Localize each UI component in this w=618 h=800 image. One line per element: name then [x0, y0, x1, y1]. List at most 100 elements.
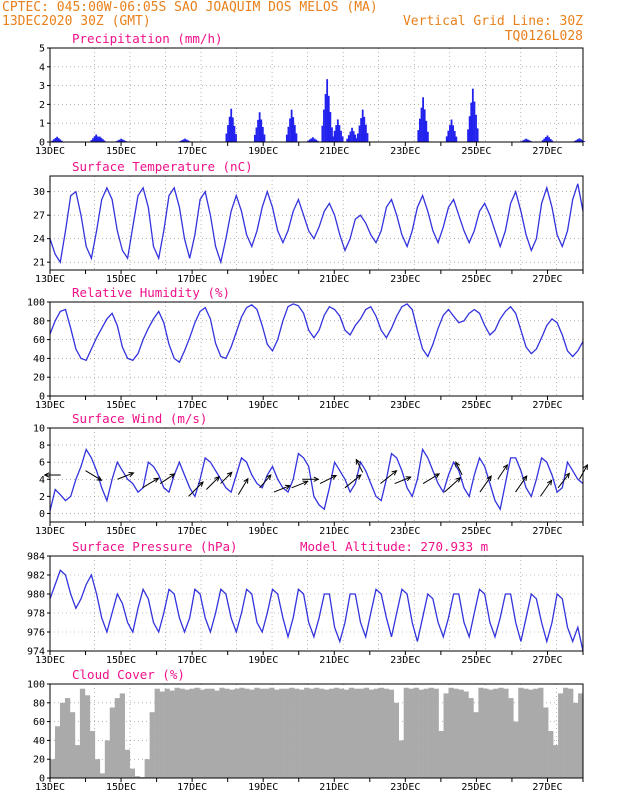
precip-bar — [425, 120, 428, 142]
cloud-bar — [383, 688, 390, 778]
cloud-bar — [338, 688, 345, 778]
panel-title: Surface Wind (m/s) — [72, 411, 207, 426]
precip-bar — [94, 140, 96, 142]
x-tick-label: 25DEC — [461, 274, 491, 285]
precip-bar — [358, 125, 361, 142]
cloud-bar — [363, 687, 370, 778]
panel-frame — [49, 301, 584, 397]
precip-bar — [332, 136, 334, 142]
y-tick-label: 21 — [33, 258, 45, 269]
cloud-bar — [503, 688, 509, 778]
x-tick-label: 15DEC — [106, 655, 136, 666]
cloud-bar — [558, 693, 564, 778]
wind-arrow-head — [486, 475, 492, 482]
cloud-bar — [164, 688, 170, 778]
cloud-bar — [299, 689, 305, 778]
cloud-bar — [54, 726, 61, 778]
precip-bar — [449, 125, 451, 142]
cloud-bar — [493, 688, 499, 778]
cloud-bar — [368, 689, 375, 778]
cloud-bar — [358, 688, 365, 778]
x-tick-label: 23DEC — [390, 526, 420, 537]
panel-title: Precipitation (mm/h) — [72, 31, 223, 46]
cloud-bar — [548, 731, 554, 778]
x-tick-label: 15DEC — [106, 782, 136, 793]
y-tick-label: 974 — [27, 647, 45, 658]
precip-bar — [356, 133, 359, 142]
precip-bar — [312, 137, 314, 142]
precip-bar — [455, 136, 458, 142]
x-tick-label: 19DEC — [248, 655, 278, 666]
cloud-bar — [89, 731, 96, 778]
precip-bar — [583, 141, 586, 142]
precip-bar — [338, 125, 341, 142]
cloud-bar — [119, 693, 126, 778]
precip-bar — [327, 95, 330, 142]
cloud-bar — [323, 689, 330, 778]
precip-bar — [467, 129, 469, 142]
cloud-bar — [129, 768, 135, 778]
x-tick-label: 13DEC — [35, 655, 65, 666]
cloud-bar — [333, 687, 340, 778]
panel-frame — [49, 683, 584, 779]
wind-arrow — [237, 478, 249, 495]
precip-bar — [233, 125, 236, 142]
precip-bar — [426, 131, 429, 142]
x-tick-label: 19DEC — [248, 526, 278, 537]
y-tick-label: 27 — [33, 211, 45, 222]
x-tick-label: 27DEC — [532, 526, 562, 537]
cloud-bar — [578, 693, 584, 778]
cloud-bar — [114, 698, 121, 778]
precip-bar — [546, 135, 549, 142]
cloud-bar — [214, 690, 220, 778]
header-grid-note: Vertical Grid Line: 30Z — [403, 14, 583, 29]
y-tick-label: 980 — [27, 590, 45, 601]
precip-bar — [422, 97, 424, 142]
precip-bar — [292, 117, 295, 142]
cloud-bar — [134, 776, 140, 778]
x-tick-label: 15DEC — [106, 274, 136, 285]
cloud-bar — [249, 689, 255, 778]
x-tick-label: 21DEC — [319, 146, 349, 157]
cloud-bar — [343, 689, 350, 778]
cloud-bar — [169, 690, 175, 778]
cloud-bar — [378, 687, 385, 778]
panel-5: 974 976 978 980 982 984 13DEC 15DEC 17DEC 19DEC 21… — [27, 539, 584, 666]
cloud-bar — [478, 687, 484, 778]
precip-bar — [313, 138, 316, 142]
wind-arrow — [479, 475, 492, 493]
cloud-bar — [393, 702, 399, 778]
x-tick-label: 19DEC — [248, 274, 278, 285]
precip-bar — [235, 134, 237, 142]
series-line — [49, 303, 584, 364]
y-tick-label: 3 — [39, 81, 45, 92]
cloud-bar — [528, 689, 534, 778]
wind-arrow-head — [313, 476, 320, 482]
panel-6: 0 20 40 60 80 100 13DEC 15DEC 17DEC 19DEC 21DEC 23D… — [27, 667, 584, 793]
y-tick-label: 8 — [39, 441, 45, 452]
precip-bar — [468, 116, 471, 142]
wind-arrow — [85, 470, 102, 481]
precip-bar — [522, 140, 524, 142]
panel-frame — [49, 47, 584, 143]
cloud-bar — [328, 688, 335, 778]
precip-bar — [261, 126, 264, 142]
cloud-bar — [84, 695, 91, 778]
cloud-bar — [279, 688, 285, 778]
precip-bar — [340, 130, 342, 142]
wind-arrow-head — [214, 475, 220, 482]
precip-bar — [420, 107, 423, 142]
wind-arrow — [273, 485, 291, 493]
y-tick-label: 20 — [33, 373, 45, 384]
precip-bar — [120, 138, 122, 142]
x-tick-label: 27DEC — [532, 655, 562, 666]
x-tick-label: 15DEC — [106, 400, 136, 411]
precip-bar — [184, 138, 186, 142]
precip-bar — [352, 131, 355, 142]
y-tick-label: 2 — [39, 100, 45, 111]
panel-title: Relative Humidity (%) — [72, 285, 230, 300]
x-tick-label: 17DEC — [177, 146, 207, 157]
x-tick-label: 19DEC — [248, 400, 278, 411]
cloud-bar — [204, 688, 210, 778]
cloud-bar — [209, 688, 215, 778]
